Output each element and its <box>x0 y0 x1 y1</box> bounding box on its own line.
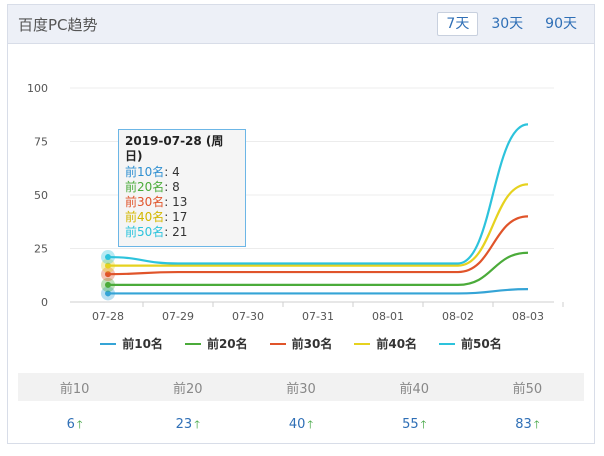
tooltip-row-top50: 前50名: 21 <box>125 225 188 239</box>
tooltip-value-top30: 13 <box>172 195 188 209</box>
y-tick-label: 50 <box>34 189 48 202</box>
series-line <box>107 288 529 295</box>
legend-label-top20: 前20名 <box>206 337 248 351</box>
stats-header-top30: 前30 <box>286 381 316 397</box>
series-point <box>105 254 111 261</box>
tooltip-label-top10: 前10名 <box>125 165 165 179</box>
stats-value-top30: 40 <box>288 416 306 432</box>
tooltip-value-top50: 21 <box>172 225 188 239</box>
legend-swatch-top50 <box>439 342 456 345</box>
range-tabs: 7天 30天 90天 <box>437 12 586 36</box>
stats-value-top10: 6 <box>66 416 75 432</box>
stats-header-top20: 前20 <box>173 381 203 397</box>
stats-cell-top50: 83 🡑 <box>471 416 584 435</box>
tooltip-value-top10: 4 <box>172 165 180 179</box>
tooltip-row-top40: 前40名: 17 <box>125 210 188 224</box>
tooltip-label-top20: 前20名 <box>125 180 165 194</box>
y-tick-label: 25 <box>34 243 48 256</box>
series-point <box>105 290 111 297</box>
tab-90-days[interactable]: 90天 <box>545 16 577 32</box>
stats-cell-top10: 6 🡑 <box>18 416 131 435</box>
stats-header-row: 前10 前20 前30 前40 前50 <box>18 373 584 401</box>
stats-value-top50: 83 <box>515 416 532 432</box>
up-arrow-icon: 🡑 <box>533 417 540 431</box>
stats-cell-top30: 40 🡑 <box>244 416 357 435</box>
series-line <box>107 215 529 276</box>
series-point <box>105 271 111 278</box>
x-tick-label: 08-02 <box>442 310 474 323</box>
tooltip-row-top20: 前20名: 8 <box>125 180 180 194</box>
tooltip-label-top50: 前50名 <box>125 225 165 239</box>
legend-swatch-top20 <box>184 342 201 345</box>
panel-header: 百度PC趋势 7天 30天 90天 <box>8 5 594 44</box>
x-tick-label: 07-28 <box>92 310 124 323</box>
stats-value-top40: 55 <box>402 416 419 432</box>
chart-tooltip: 2019-07-28 (周日) 前10名: 4 前20名: 8 前30名: 13… <box>118 129 246 247</box>
panel-title: 百度PC趋势 <box>18 16 98 34</box>
stats-cell-top40: 55 🡑 <box>358 416 471 435</box>
y-tick-label: 0 <box>41 296 48 309</box>
y-tick-label: 100 <box>27 82 48 95</box>
x-tick-label: 07-31 <box>302 310 334 323</box>
stats-header-top50: 前50 <box>512 381 543 397</box>
tooltip-label-top40: 前40名 <box>125 210 165 224</box>
legend-item-top10[interactable]: 前10名 <box>100 335 163 352</box>
tooltip-row-top30: 前30名: 13 <box>125 195 188 209</box>
legend-swatch-top10 <box>100 342 117 345</box>
up-arrow-icon: 🡑 <box>76 417 83 431</box>
tooltip-row-top10: 前10名: 4 <box>125 165 180 179</box>
legend-label-top10: 前10名 <box>122 337 163 351</box>
tooltip-value-top20: 8 <box>172 180 180 194</box>
stats-cell-top20: 23 🡑 <box>131 416 244 435</box>
trend-chart: 0 25 50 75 100 07-28 07-29 07-30 07-31 08-01 08-02… <box>27 82 564 323</box>
tooltip-title: 2019-07-28 (周日) <box>125 134 224 163</box>
legend-label-top40: 前40名 <box>376 337 418 351</box>
legend-item-top30[interactable]: 前30名 <box>269 335 333 352</box>
legend-item-top40[interactable]: 前40名 <box>354 335 417 352</box>
x-tick-label: 08-01 <box>372 310 404 323</box>
y-tick-label: 75 <box>34 136 48 149</box>
legend-item-top20[interactable]: 前20名 <box>184 335 248 352</box>
tab-30-days[interactable]: 30天 <box>491 16 524 32</box>
legend-item-top50[interactable]: 前50名 <box>439 335 502 352</box>
trend-panel: 百度PC趋势 7天 30天 90天 0 25 50 75 100 07-28 07-29 07… <box>7 4 595 444</box>
series-line <box>107 183 529 267</box>
up-arrow-icon: 🡑 <box>194 417 200 431</box>
tooltip-value-top40: 17 <box>172 210 188 224</box>
series-point <box>105 262 111 269</box>
tab-7-days[interactable]: 7天 <box>437 12 479 36</box>
stats-value-top20: 23 <box>175 416 193 432</box>
stats-value-row: 6 🡑 23 🡑 40 🡑 55 🡑 83 🡑 <box>18 401 584 449</box>
x-tick-label: 07-30 <box>232 310 264 323</box>
series-line <box>107 123 529 265</box>
legend-label-top50: 前50名 <box>461 337 502 351</box>
legend-swatch-top30 <box>269 342 286 345</box>
legend-swatch-top40 <box>354 342 371 345</box>
x-tick-label: 08-03 <box>512 310 544 323</box>
stats-header-top40: 前40 <box>399 381 429 397</box>
up-arrow-icon: 🡑 <box>420 417 427 431</box>
legend-label-top30: 前30名 <box>291 337 333 351</box>
stats-header-top10: 前10 <box>59 381 90 397</box>
x-tick-label: 07-29 <box>162 310 194 323</box>
up-arrow-icon: 🡑 <box>307 417 314 431</box>
stats-table: 前10 前20 前30 前40 前50 6 🡑 23 🡑 40 🡑 55 🡑 83 🡑 <box>18 373 584 449</box>
tooltip-label-top30: 前30名 <box>125 195 165 209</box>
series-line <box>107 251 529 286</box>
series-point <box>105 281 111 288</box>
chart-legend: 前10名 前20名 前30名 前40名 前50名 <box>8 335 594 352</box>
